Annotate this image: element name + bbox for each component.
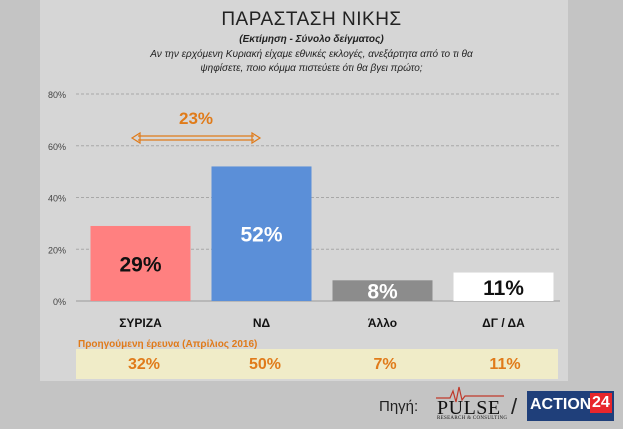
x-category-label: Άλλο bbox=[368, 316, 397, 330]
source-bar bbox=[0, 381, 623, 429]
y-tick-label: 80% bbox=[48, 90, 66, 100]
pulse-logo-waveform bbox=[436, 386, 504, 403]
y-tick-label: 20% bbox=[48, 245, 66, 255]
bar-chart: 0% 20% 40% 60% 80% 29% ΣΥΡΙΖΑ 52% ΝΔ 8% Άλλο 11% ΔΓ … bbox=[48, 90, 560, 330]
bar-value-label: 11% bbox=[483, 277, 524, 300]
y-tick-label: 0% bbox=[53, 297, 66, 307]
x-category-label: ΝΔ bbox=[253, 316, 271, 330]
previous-value-dg-da: 11% bbox=[489, 356, 521, 373]
bar bbox=[211, 166, 312, 301]
question-line-2: ψηφίσετε, ποιο κόμμα πιστεύετε ότι θα βγ… bbox=[200, 63, 423, 74]
pulse-logo-subtitle: RESEARCH & CONSULTING bbox=[437, 416, 508, 421]
source-label: Πηγή: bbox=[379, 398, 419, 415]
survey-question: Αν την ερχόμενη Κυριακή είχαμε εθνικές ε… bbox=[0, 48, 623, 76]
bar-value-label: 52% bbox=[240, 224, 282, 247]
y-tick-label: 60% bbox=[48, 142, 66, 152]
bar bbox=[90, 225, 191, 301]
chart-title: ΠΑΡΑΣΤΑΣΗ ΝΙΚΗΣ bbox=[221, 9, 402, 30]
bar-value-label: 8% bbox=[367, 281, 398, 304]
bar bbox=[332, 280, 433, 301]
previous-value-syriza: 32% bbox=[127, 356, 161, 373]
bar-value-label: 29% bbox=[119, 253, 161, 276]
gap-annotation-label: 23% bbox=[179, 109, 213, 128]
previous-survey-label: Προηγούμενη έρευνα (Απρίλιος 2016) bbox=[78, 339, 258, 350]
x-category-label: ΔΓ / ΔΑ bbox=[482, 316, 525, 330]
question-line-1: Αν την ερχόμενη Κυριακή είχαμε εθνικές ε… bbox=[150, 49, 473, 60]
action24-logo-text: ACTION bbox=[530, 396, 592, 413]
pulse-logo: PULSE bbox=[437, 397, 501, 419]
logo-separator: / bbox=[511, 394, 518, 419]
previous-survey-band bbox=[76, 349, 558, 379]
y-tick-label: 40% bbox=[48, 194, 66, 204]
bar bbox=[453, 272, 554, 301]
previous-value-allo: 7% bbox=[373, 356, 397, 373]
gap-arrow-left-head bbox=[130, 131, 141, 145]
chart-subtitle: (Εκτίμηση - Σύνολο δείγματος) bbox=[239, 34, 384, 45]
action24-logo-number: 24 bbox=[590, 393, 612, 413]
x-category-label: ΣΥΡΙΖΑ bbox=[119, 316, 162, 330]
previous-value-nd: 50% bbox=[248, 356, 282, 373]
gap-arrow-right-head bbox=[251, 131, 262, 145]
